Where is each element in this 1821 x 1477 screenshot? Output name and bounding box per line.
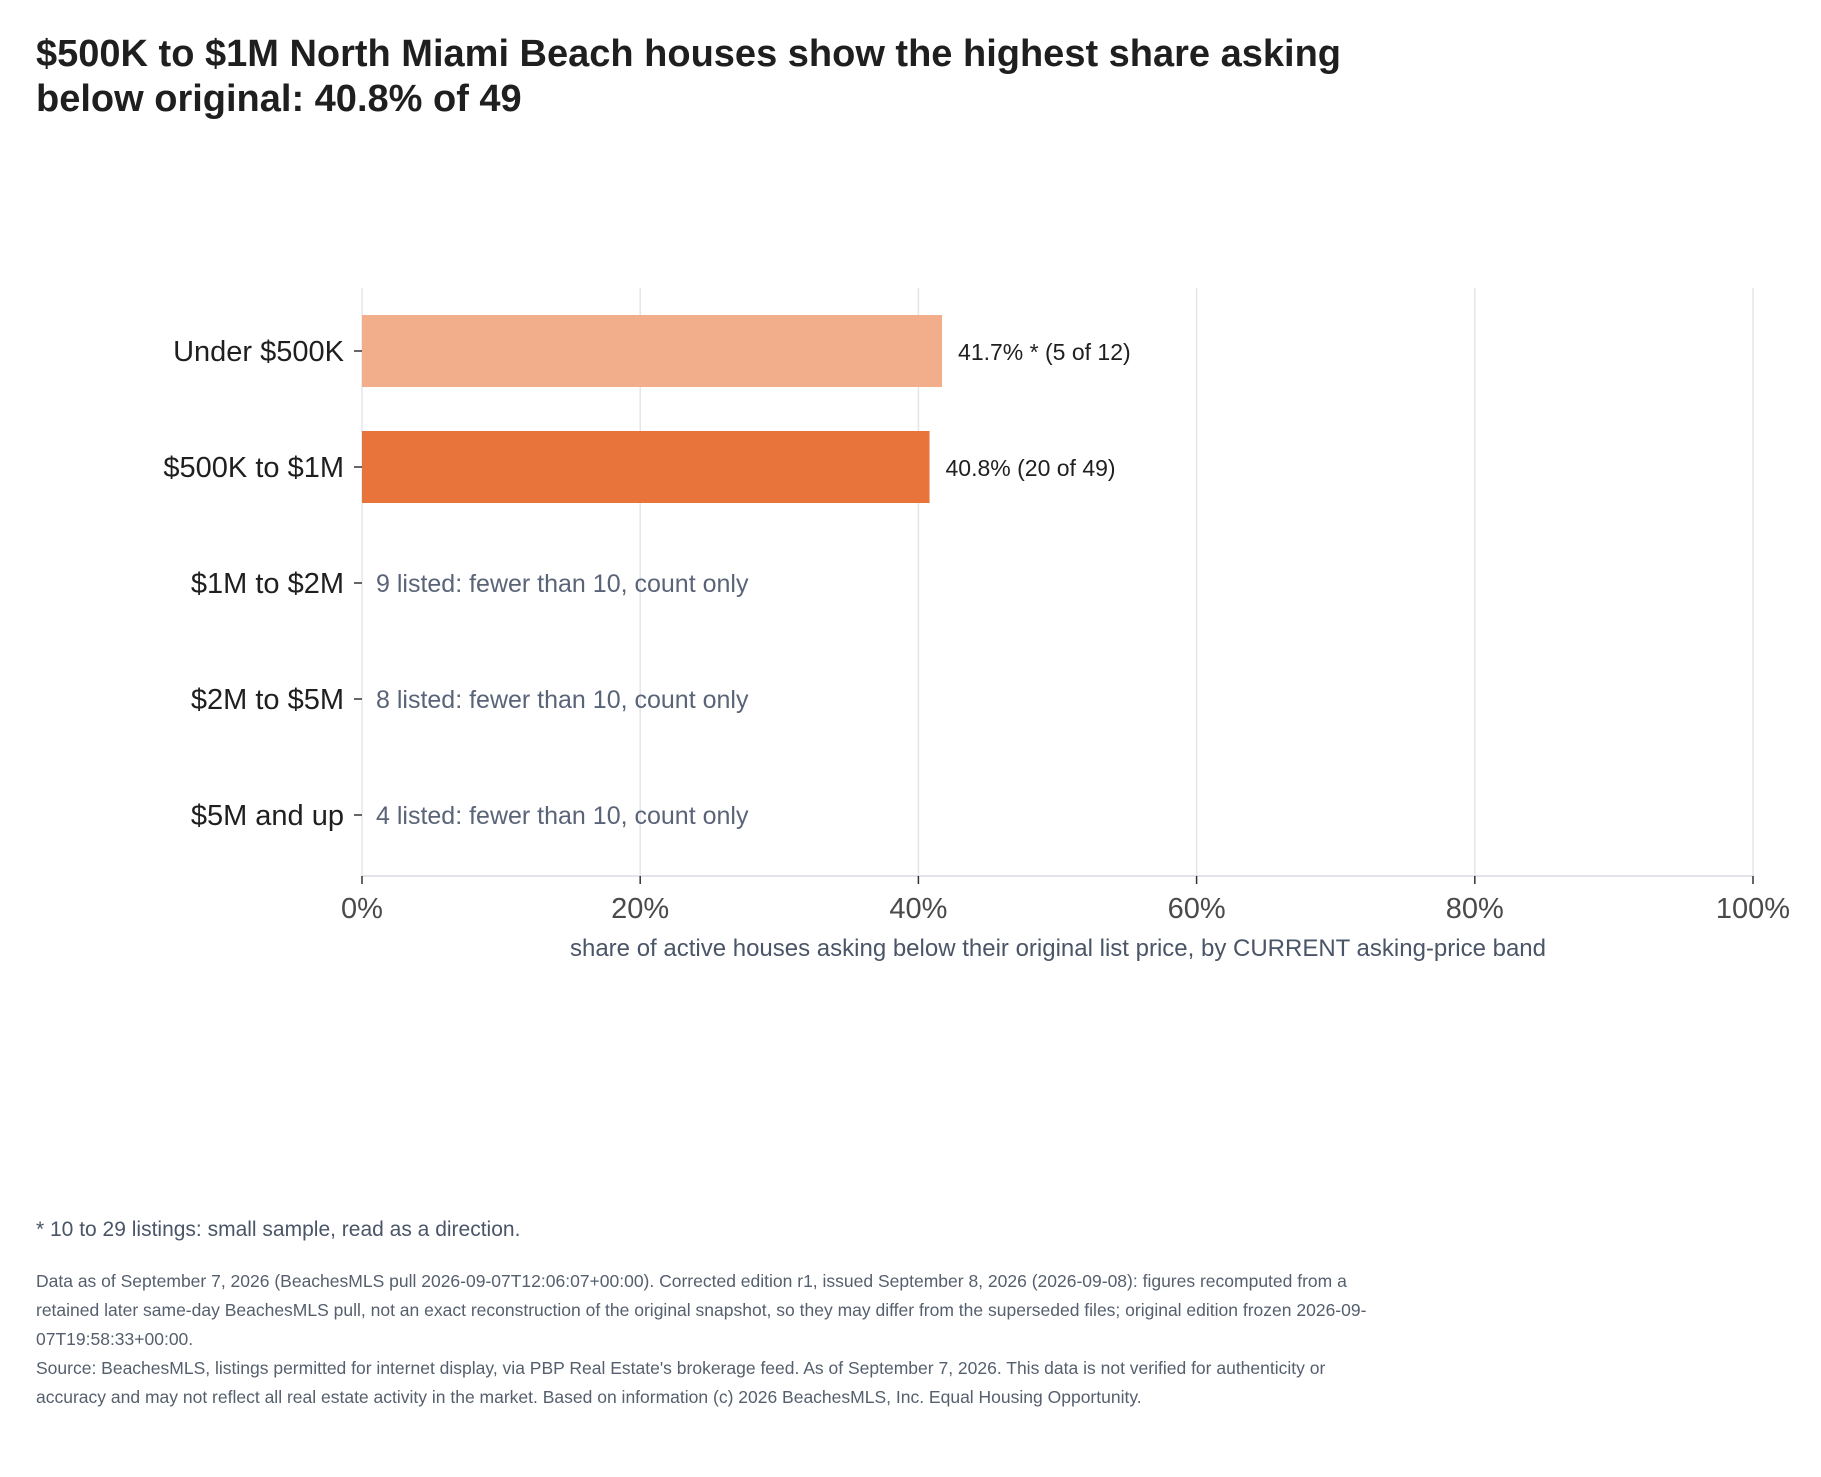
count-only-label: 9 listed: fewer than 10, count only [376, 570, 749, 598]
x-axis-ticks: 0% 20% 40% 60% 80% 100% [341, 876, 1790, 925]
data-label: 40.8% (20 of 49) [946, 455, 1116, 481]
x-tick-label: 80% [1446, 893, 1504, 925]
y-axis-labels: Under $500K $500K to $1M $1M to $2M $2M to … [163, 336, 362, 832]
bar-chart: 41.7% * (5 of 12) 40.8% (20 of 49) 9 liste… [163, 288, 1790, 962]
count-only-label: 4 listed: fewer than 10, count only [376, 802, 749, 830]
category-label: $500K to $1M [163, 452, 344, 484]
category-label: $1M to $2M [191, 568, 344, 600]
bars: 41.7% * (5 of 12) 40.8% (20 of 49) 9 liste… [362, 315, 1131, 830]
data-note: Data as of September 7, 2026 (BeachesMLS… [36, 1271, 1367, 1349]
bar-highlighted [362, 431, 930, 503]
category-label: $5M and up [191, 800, 344, 832]
chart-title: $500K to $1M North Miami Beach houses sh… [36, 33, 1342, 120]
x-tick-label: 60% [1168, 893, 1226, 925]
source-note: Source: BeachesMLS, listings permitted f… [36, 1358, 1326, 1407]
x-axis-label: share of active houses asking below thei… [570, 935, 1546, 962]
category-label: $2M to $5M [191, 684, 344, 716]
bar [362, 315, 943, 387]
footnote: * 10 to 29 listings: small sample, read … [36, 1218, 521, 1241]
source-notes: Data as of September 7, 2026 (BeachesMLS… [36, 1267, 1396, 1412]
x-tick-label: 0% [341, 893, 383, 925]
x-tick-label: 40% [889, 893, 947, 925]
data-label: 41.7% * (5 of 12) [958, 339, 1131, 365]
x-tick-label: 100% [1716, 893, 1790, 925]
category-label: Under $500K [173, 336, 345, 368]
x-tick-label: 20% [611, 893, 669, 925]
count-only-label: 8 listed: fewer than 10, count only [376, 686, 749, 714]
